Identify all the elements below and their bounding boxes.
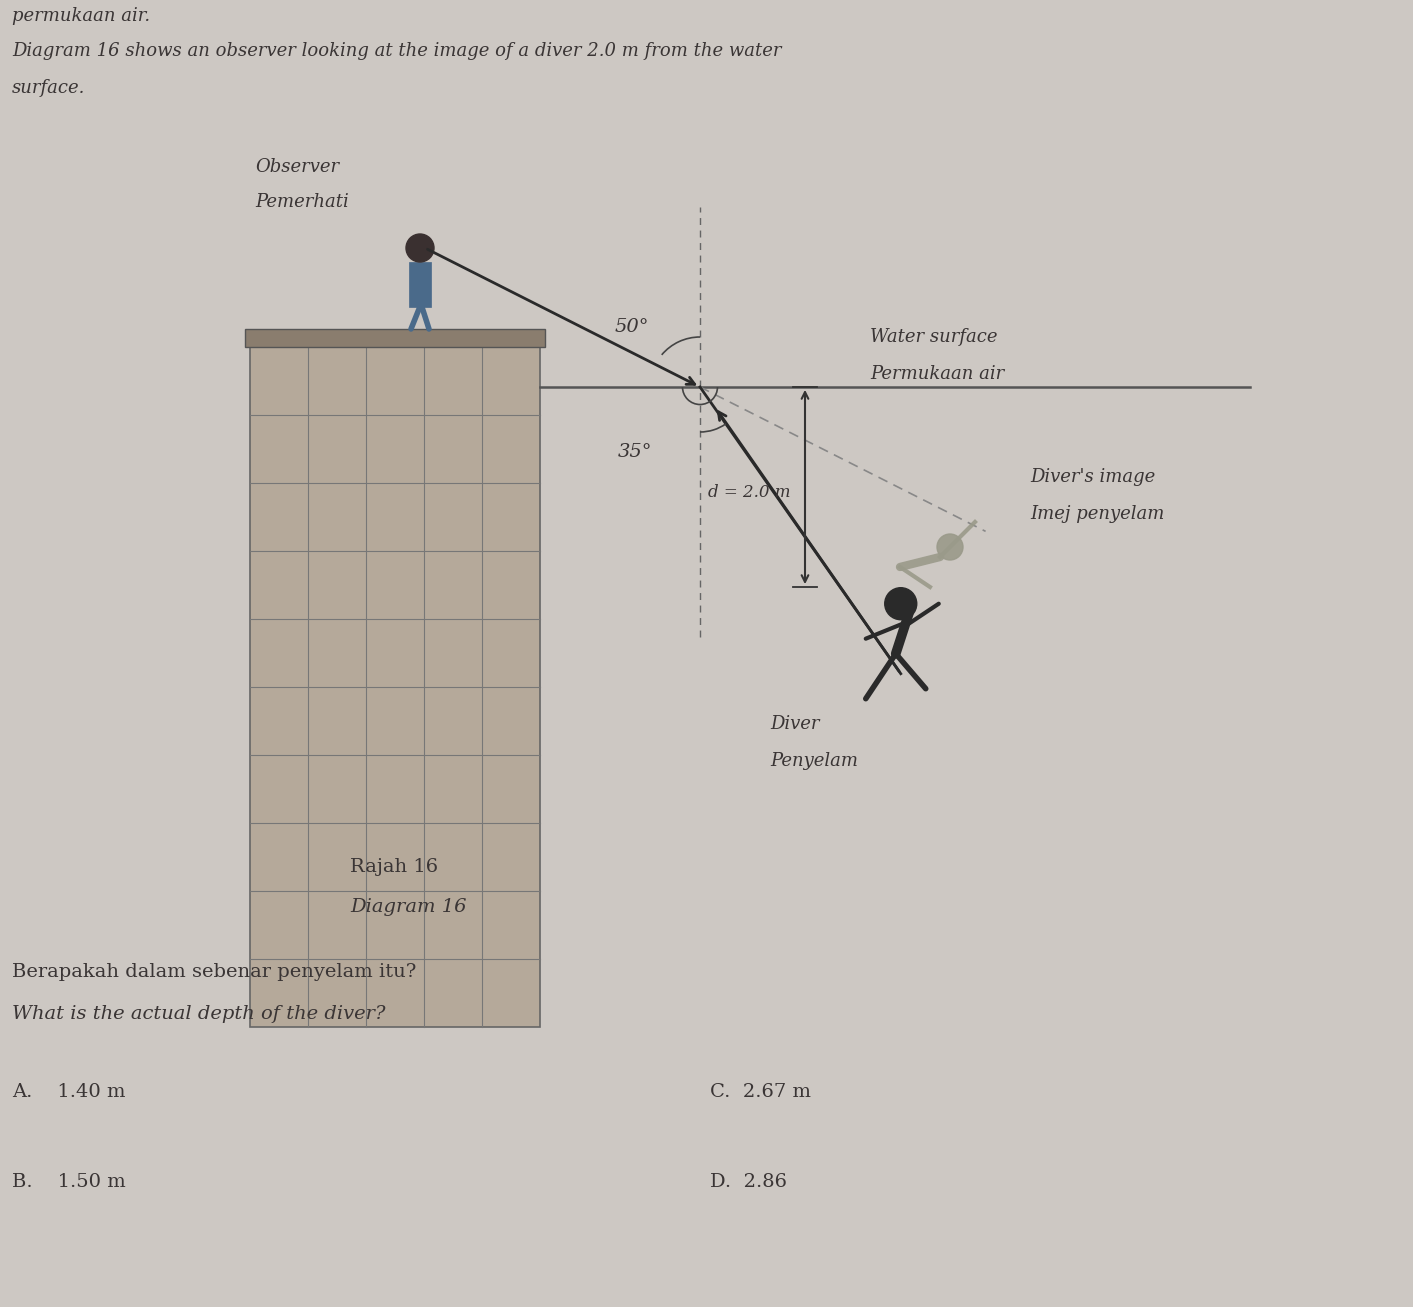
Polygon shape xyxy=(250,346,540,1027)
Text: A.    1.40 m: A. 1.40 m xyxy=(11,1084,126,1100)
Polygon shape xyxy=(244,329,545,346)
Text: B.    1.50 m: B. 1.50 m xyxy=(11,1172,126,1191)
Circle shape xyxy=(885,588,917,620)
Text: Pemerhati: Pemerhati xyxy=(254,193,349,210)
Text: D.  2.86: D. 2.86 xyxy=(709,1172,787,1191)
Text: d = 2.0 m: d = 2.0 m xyxy=(708,484,790,501)
Text: Diver's image: Diver's image xyxy=(1030,468,1156,486)
Text: Diver: Diver xyxy=(770,715,821,733)
Polygon shape xyxy=(408,261,431,307)
Text: Observer: Observer xyxy=(254,158,339,176)
Text: Penyelam: Penyelam xyxy=(770,752,859,770)
Text: 50°: 50° xyxy=(615,318,650,336)
Text: Rajah 16: Rajah 16 xyxy=(350,857,438,876)
Text: Diagram 16 shows an observer looking at the image of a diver 2.0 m from the wate: Diagram 16 shows an observer looking at … xyxy=(11,42,781,60)
Text: 35°: 35° xyxy=(617,443,653,461)
Text: What is the actual depth of the diver?: What is the actual depth of the diver? xyxy=(11,1005,386,1023)
Circle shape xyxy=(937,535,964,559)
Text: permukaan air.: permukaan air. xyxy=(11,7,150,25)
Circle shape xyxy=(406,234,434,261)
Text: Permukaan air: Permukaan air xyxy=(870,365,1005,383)
Text: C.  2.67 m: C. 2.67 m xyxy=(709,1084,811,1100)
Text: Diagram 16: Diagram 16 xyxy=(350,898,466,916)
Text: Imej penyelam: Imej penyelam xyxy=(1030,505,1164,523)
Text: surface.: surface. xyxy=(11,78,85,97)
Text: Berapakah dalam sebenar penyelam itu?: Berapakah dalam sebenar penyelam itu? xyxy=(11,963,417,982)
Text: Water surface: Water surface xyxy=(870,328,998,346)
